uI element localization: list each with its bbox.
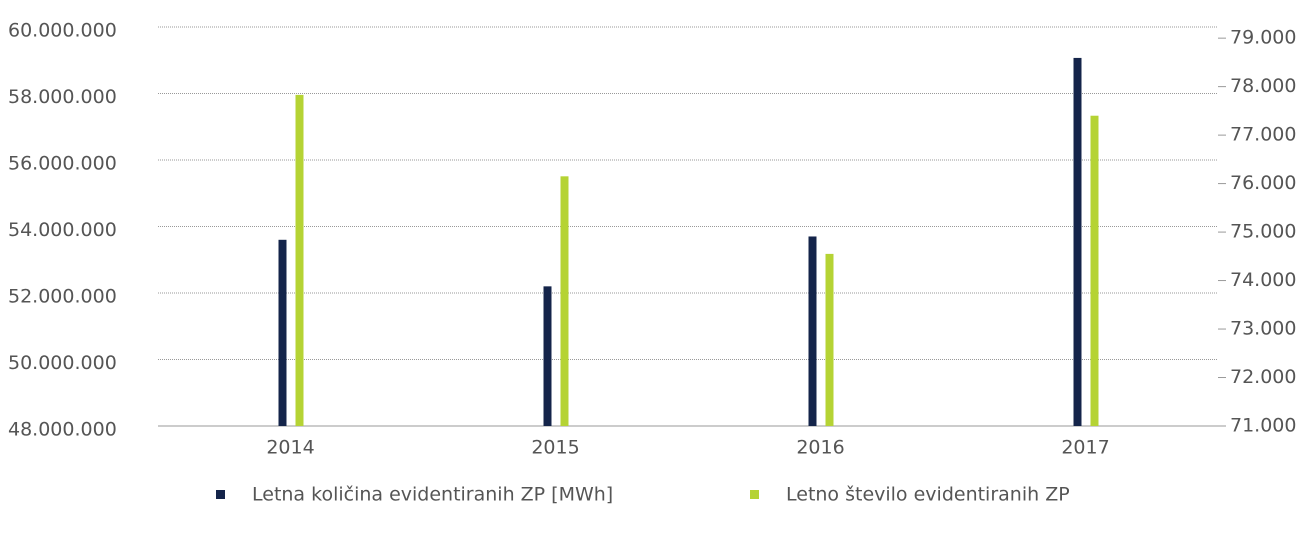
x-tick-label: 2017 — [1061, 437, 1109, 459]
x-tick-label: 2014 — [266, 437, 314, 459]
y2-tick-label: 74.000 — [1230, 269, 1296, 291]
y2-tick-label: 72.000 — [1230, 366, 1296, 388]
bar — [543, 286, 552, 426]
bar — [1090, 115, 1099, 427]
y2-tick-label: 76.000 — [1230, 172, 1296, 194]
y2-tick-label: 79.000 — [1230, 27, 1296, 49]
bar — [560, 176, 569, 426]
y2-tick-label: 71.000 — [1230, 415, 1296, 437]
bar — [808, 236, 817, 426]
legend-swatch — [216, 490, 225, 499]
y-tick-label: 54.000.000 — [8, 219, 117, 241]
y-tick-label: 50.000.000 — [8, 352, 117, 374]
bar — [278, 239, 287, 426]
y-tick-label: 58.000.000 — [8, 86, 117, 108]
x-tick-label: 2016 — [796, 437, 844, 459]
y-tick-label: 60.000.000 — [8, 20, 117, 42]
legend-swatch — [750, 490, 759, 499]
y-tick-label: 48.000.000 — [8, 419, 117, 441]
y2-tick-label: 75.000 — [1230, 221, 1296, 243]
y2-tick-label: 78.000 — [1230, 75, 1296, 97]
bar — [825, 253, 834, 426]
legend-label: Letno število evidentiranih ZP — [786, 484, 1070, 506]
x-tick-label: 2015 — [531, 437, 579, 459]
legend-label: Letna količina evidentiranih ZP [MWh] — [252, 484, 613, 506]
y-tick-label: 56.000.000 — [8, 153, 117, 175]
bar — [295, 94, 304, 427]
y2-tick-label: 73.000 — [1230, 318, 1296, 340]
y-tick-label: 52.000.000 — [8, 286, 117, 308]
y2-tick-label: 77.000 — [1230, 124, 1296, 146]
bar — [1073, 57, 1082, 427]
